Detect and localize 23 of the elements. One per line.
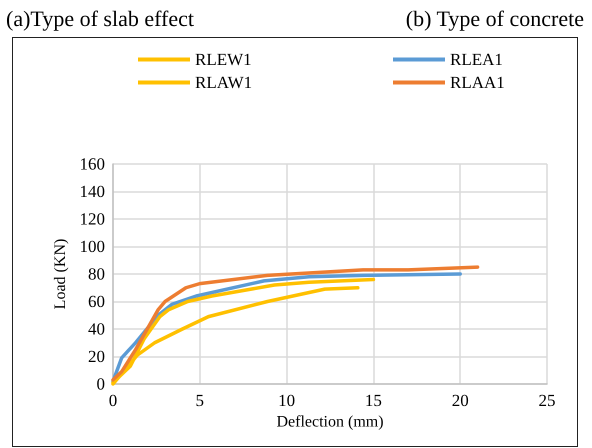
text: (a)Type of slab effect	[6, 6, 194, 32]
x-tick-label: 25	[538, 391, 556, 410]
y-tick-label: 20	[88, 347, 105, 366]
y-tick-label: 0	[96, 374, 105, 394]
y-tick-label: 40	[88, 320, 105, 338]
x-tick-label: 5	[196, 391, 204, 410]
y-tick-label: 60	[88, 292, 105, 311]
x-tick-label: 0	[108, 391, 118, 410]
y-tick-label: 120	[80, 210, 105, 228]
x-tick-label: 10	[278, 391, 296, 410]
x-tick-label: 15	[364, 391, 382, 410]
legend-label: RLAW1	[195, 73, 252, 92]
y-tick-label: 140	[80, 182, 105, 201]
x-tick-label: 20	[452, 391, 469, 410]
legend-label: RLEA1	[450, 50, 503, 69]
text: (b) Type of concrete	[406, 6, 584, 32]
legend-label: RLAA1	[450, 73, 505, 92]
legend-label: RLEW1	[195, 50, 252, 69]
x-axis-title: Deflection (mm)	[276, 413, 384, 430]
y-axis-title: Load (KN)	[52, 238, 70, 310]
y-tick-label: 100	[80, 237, 105, 256]
y-tick-label: 80	[88, 264, 105, 284]
y-tick-label: 160	[80, 154, 105, 174]
